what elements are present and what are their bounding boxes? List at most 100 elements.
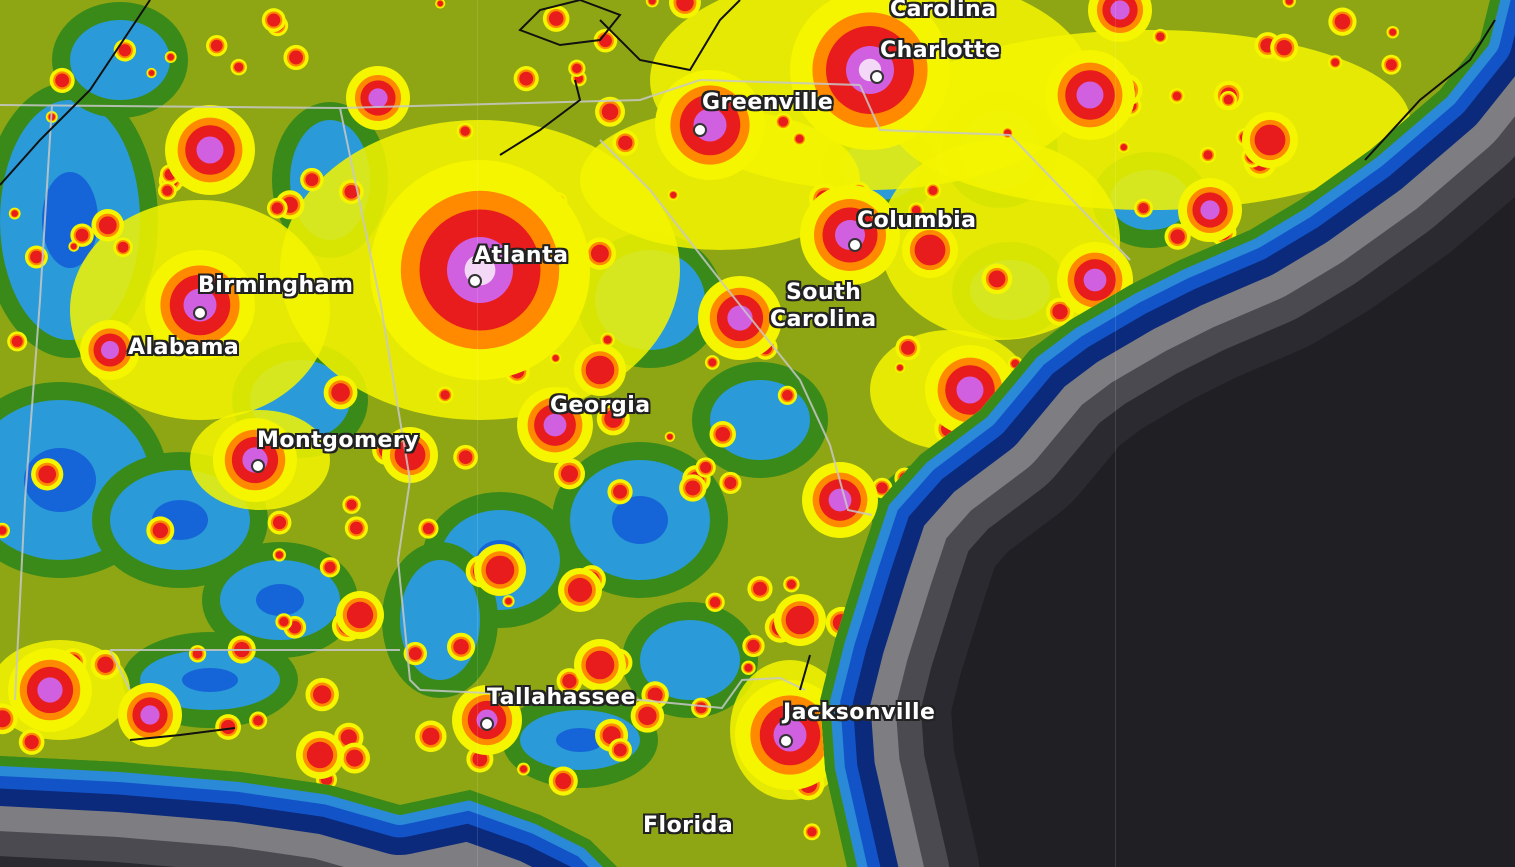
city-marker-charlotte[interactable] bbox=[870, 70, 884, 84]
label-jacksonville[interactable]: Jacksonville bbox=[783, 700, 936, 725]
glow-yellow bbox=[1325, 459, 1350, 484]
city-marker-atlanta[interactable] bbox=[468, 274, 482, 288]
glow-magenta bbox=[183, 288, 217, 322]
glow-yellow bbox=[985, 674, 997, 686]
glow-red bbox=[1274, 775, 1289, 790]
glow-red bbox=[458, 450, 473, 465]
label-florida: Florida bbox=[643, 813, 734, 838]
glow-red bbox=[786, 579, 796, 589]
label-montgomery[interactable]: Montgomery bbox=[257, 428, 420, 453]
glow-orange bbox=[1088, 718, 1098, 728]
glow-orange bbox=[1202, 670, 1223, 690]
glow-yellow bbox=[1018, 807, 1048, 836]
glow-yellow bbox=[1074, 590, 1103, 618]
city-marker-greenville[interactable] bbox=[693, 123, 707, 137]
glow-orange bbox=[1235, 473, 1249, 488]
glow-red bbox=[1229, 757, 1247, 775]
glow-yellow bbox=[1087, 716, 1100, 729]
glow-red bbox=[1389, 28, 1397, 36]
glow-magenta bbox=[37, 677, 63, 703]
glow-red bbox=[1114, 562, 1128, 576]
glow-red bbox=[505, 597, 512, 605]
glow-red bbox=[980, 835, 998, 852]
label-columbia[interactable]: Columbia bbox=[857, 208, 977, 233]
glow-orange bbox=[1328, 650, 1344, 666]
glow-yellow bbox=[1325, 647, 1347, 668]
glow-yellow bbox=[1334, 599, 1360, 625]
glow-red bbox=[117, 241, 129, 253]
glow-yellow bbox=[1322, 815, 1334, 827]
glow-red bbox=[1330, 464, 1344, 478]
water-outline bbox=[129, 727, 236, 741]
darkest-area bbox=[612, 496, 668, 544]
state-border bbox=[14, 104, 53, 701]
glow-red bbox=[30, 250, 43, 264]
glow-yellow bbox=[1222, 750, 1255, 782]
city-marker-columbia[interactable] bbox=[848, 238, 862, 252]
darkest-area bbox=[556, 728, 604, 752]
glow-red bbox=[753, 581, 767, 596]
glow-red bbox=[708, 358, 717, 367]
glow-yellow bbox=[1279, 579, 1306, 605]
glow-red bbox=[331, 383, 350, 402]
glow-red bbox=[437, 0, 444, 7]
glow-orange bbox=[1370, 376, 1388, 394]
glow-orange bbox=[1227, 754, 1250, 778]
glow-red bbox=[70, 243, 77, 250]
glow-yellow bbox=[985, 594, 997, 606]
glow-yellow bbox=[1209, 814, 1226, 831]
city-marker-birmingham[interactable] bbox=[193, 306, 207, 320]
state-border bbox=[339, 107, 421, 691]
glow-orange bbox=[1199, 537, 1218, 556]
state-border bbox=[109, 649, 131, 691]
glow-magenta bbox=[1076, 81, 1104, 109]
glow-orange bbox=[1350, 624, 1375, 648]
glow-yellow bbox=[1316, 407, 1332, 422]
glow-red bbox=[1210, 585, 1218, 593]
glow-orange bbox=[1318, 409, 1330, 420]
glow-red bbox=[1118, 702, 1125, 709]
label-birmingham[interactable]: Birmingham bbox=[198, 273, 354, 298]
glow-red bbox=[601, 103, 619, 120]
city-marker-tallahassee[interactable] bbox=[480, 717, 494, 731]
glow-yellow bbox=[1232, 562, 1260, 589]
glow-red bbox=[960, 765, 967, 771]
glow-yellow bbox=[1121, 524, 1152, 555]
glow-orange bbox=[959, 764, 967, 772]
glow-red bbox=[585, 650, 615, 680]
glow-red bbox=[1285, 585, 1300, 600]
glow-red bbox=[234, 62, 244, 72]
glow-red bbox=[324, 561, 336, 573]
glow-yellow bbox=[1279, 654, 1308, 683]
glow-red bbox=[548, 11, 564, 26]
glow-orange bbox=[1224, 728, 1249, 753]
glow-red bbox=[272, 516, 287, 530]
glow-red bbox=[987, 597, 995, 604]
label-greenville[interactable]: Greenville bbox=[702, 90, 834, 115]
city-marker-jacksonville[interactable] bbox=[779, 734, 793, 748]
glow-red bbox=[562, 673, 577, 689]
label-atlanta[interactable]: Atlanta bbox=[474, 243, 569, 268]
glow-red bbox=[1330, 652, 1342, 664]
label-tallahassee[interactable]: Tallahassee bbox=[487, 685, 636, 710]
glow-orange bbox=[1117, 701, 1126, 710]
darkest-area bbox=[182, 668, 238, 692]
label-charlotte[interactable]: Charlotte bbox=[880, 38, 1001, 63]
glow-yellow bbox=[989, 632, 1016, 659]
label-carolina-sc: Carolina bbox=[770, 307, 877, 332]
glow-red bbox=[795, 134, 804, 144]
glow-red bbox=[340, 729, 357, 746]
glow-red bbox=[1266, 734, 1275, 743]
glow-red bbox=[1156, 32, 1165, 41]
glow-orange bbox=[1069, 572, 1088, 591]
state-border bbox=[599, 139, 873, 516]
glow-red bbox=[590, 244, 609, 263]
glow-orange bbox=[1047, 666, 1064, 683]
glow-red bbox=[911, 205, 921, 215]
tile-seam bbox=[1115, 0, 1116, 867]
state-borders bbox=[0, 78, 1131, 710]
city-marker-montgomery[interactable] bbox=[251, 459, 265, 473]
glow-red bbox=[603, 335, 612, 344]
